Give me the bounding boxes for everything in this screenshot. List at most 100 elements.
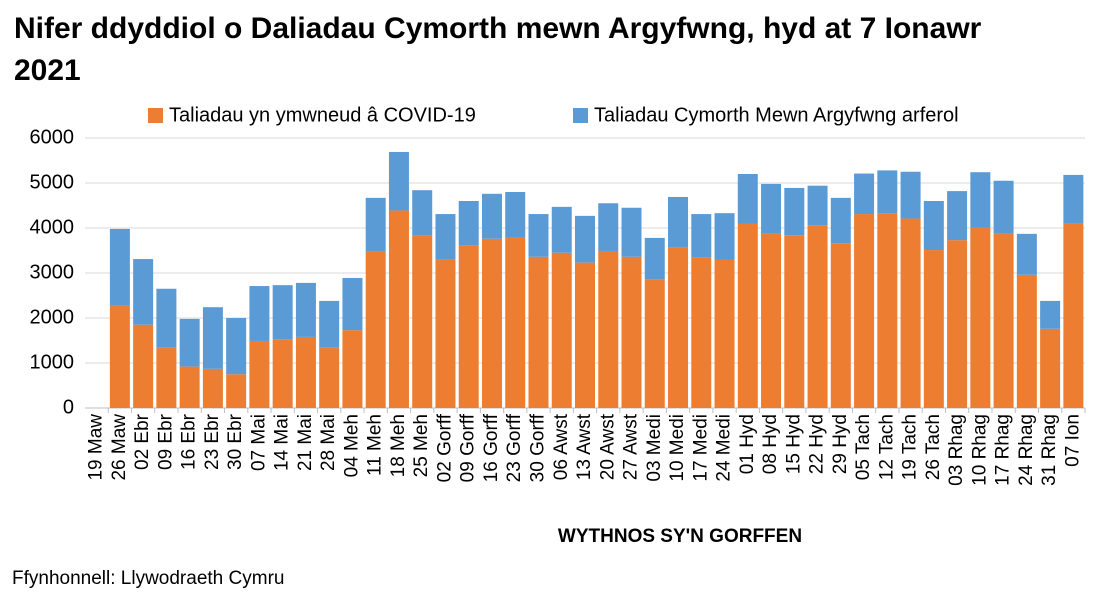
bar-segment [319,300,340,348]
x-tick-label: 10 Rhag [969,414,990,486]
bar-segment [342,330,363,408]
bar-segment [1063,174,1084,224]
y-tick-label: 6000 [30,126,75,148]
x-tick-label: 02 Gorff [434,413,455,482]
bar-segment [993,233,1014,408]
bar-segment [714,213,735,260]
bar-segment [179,366,200,408]
x-tick-label: 11 Meh [365,414,386,476]
x-tick-label: 18 Meh [388,414,409,477]
bar-segment [528,214,549,257]
bar-segment [435,259,456,408]
y-tick-label: 3000 [30,261,75,283]
bar-segment [272,339,293,408]
bar-segment [784,235,805,408]
bar-segment [575,262,595,408]
bar-segment [830,243,851,408]
bar-segment [226,318,247,375]
bar-segment [947,240,968,408]
bar-segment [807,185,828,226]
bar-segment [668,247,689,408]
bar-segment [388,151,409,211]
bar-segment [481,238,502,408]
bar-segment [807,225,828,408]
bar-segment [621,207,642,257]
x-tick-label: 25 Meh [411,414,432,477]
bar-segment [156,347,177,408]
x-tick-label: 20 Awst [597,413,618,480]
bar-segment [737,174,758,224]
bar-segment [435,214,456,260]
x-tick-label: 21 Mai [295,414,316,471]
x-tick-label: 27 Awst [621,413,642,480]
bar-segment [295,336,316,408]
bar-segment [202,307,223,369]
bar-segment [900,171,921,219]
bar-segment [412,190,433,236]
x-tick-label: 02 Ebr [132,413,153,470]
bar-segment [691,257,712,408]
bar-segment [528,256,549,408]
bar-segment [761,233,782,408]
bar-segment [1016,274,1037,408]
x-tick-label: 30 Gorff [528,413,549,482]
x-tick-label: 06 Awst [551,413,572,480]
bar-segment [598,250,619,408]
bar-segment [481,193,502,239]
bar-segment [551,206,572,253]
legend-swatch [148,108,163,123]
bar-segment [621,256,642,408]
bar-segment [1040,328,1061,408]
bar-segment [854,214,875,408]
bar-segment [761,183,782,234]
x-tick-label: 16 Gorff [481,413,502,482]
y-tick-label: 0 [63,396,74,418]
bar-segment [691,214,712,258]
x-tick-label: 04 Meh [341,414,362,477]
bar-segment [947,191,968,241]
bar-segment [668,196,689,248]
bar-segment [993,180,1014,234]
x-tick-label: 10 Medi [667,414,688,482]
bar-segment [644,279,665,408]
x-tick-label: 19 Tach [900,414,921,480]
y-tick-label: 2000 [30,306,75,328]
bar-segment [551,252,572,408]
bar-segment [133,259,154,325]
bar-segment [272,285,293,340]
bar-segment [1063,223,1084,408]
x-tick-label: 03 Medi [644,414,665,482]
bar-segment [133,324,154,408]
x-tick-label: 05 Tach [853,414,874,480]
x-tick-label: 17 Rhag [993,414,1014,486]
x-axis-title: WYTHNOS SY'N GORFFEN [558,526,802,547]
x-tick-label: 23 Gorff [504,413,525,482]
bar-segment [830,197,851,244]
bar-segment [1016,233,1037,275]
bar-segment [388,210,409,408]
x-tick-label: 29 Hyd [830,414,851,474]
x-tick-label: 03 Rhag [946,414,967,486]
bar-segment [179,318,200,367]
bar-segment [505,192,526,238]
bar-segment [877,170,898,214]
x-tick-label: 31 Rhag [1039,414,1060,486]
x-tick-label: 08 Hyd [760,414,781,474]
bar-segment [109,305,130,408]
bar-segment [342,277,363,331]
x-tick-label: 26 Maw [109,414,130,481]
source: Ffynhonnell: Llywodraeth Cymru [12,568,284,589]
x-tick-label: 01 Hyd [737,414,758,474]
bar-segment [970,172,991,228]
x-tick-label: 23 Ebr [202,413,223,470]
bar-segment [319,347,340,408]
bar-segment [202,368,223,408]
bar-segment [365,197,386,252]
bar-segment [714,259,735,408]
legend-label: Taliadau yn ymwneud â COVID-19 [169,104,476,126]
bar-segment [598,203,619,251]
x-tick-label: 26 Tach [923,414,944,480]
x-tick-label: 09 Gorff [458,413,479,482]
legend-label: Taliadau Cymorth Mewn Argyfwng arferol [594,104,959,126]
